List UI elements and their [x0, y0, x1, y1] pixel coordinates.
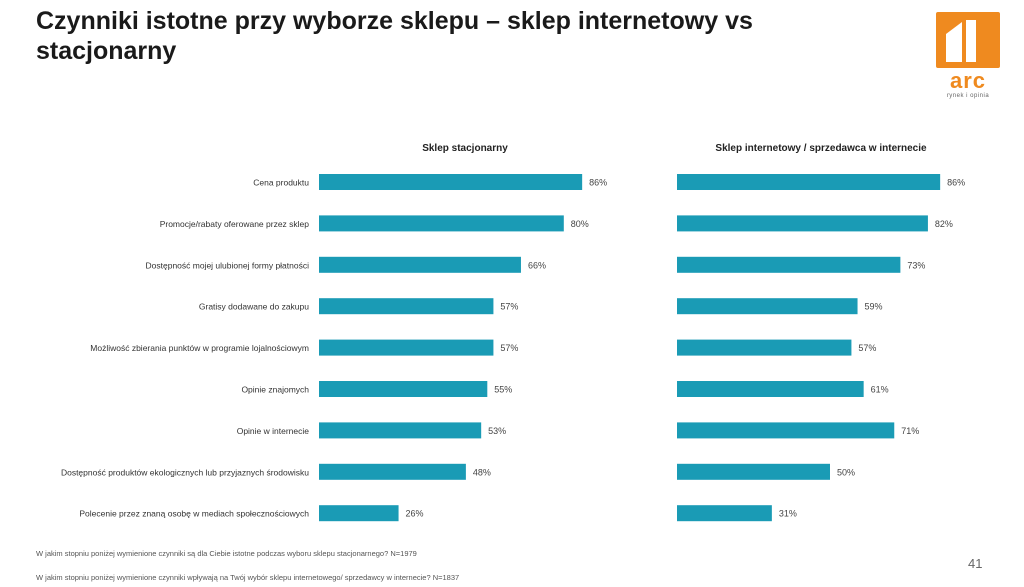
- bar: [677, 339, 852, 356]
- data-label: 53%: [488, 426, 506, 436]
- bar: [677, 174, 941, 190]
- bar: [319, 505, 399, 522]
- data-label: 86%: [589, 178, 607, 188]
- category-label: Dostępność produktów ekologicznych lub p…: [61, 467, 309, 477]
- bar: [319, 422, 482, 439]
- category-label: Polecenie przez znaną osobę w mediach sp…: [79, 509, 309, 519]
- data-label: 80%: [571, 219, 589, 229]
- page-title: Czynniki istotne przy wyborze sklepu – s…: [36, 7, 753, 65]
- data-label: 26%: [406, 509, 424, 519]
- footnote-stationary: W jakim stopniu poniżej wymienione czynn…: [36, 549, 417, 558]
- bar: [677, 463, 830, 480]
- bar: [319, 298, 494, 315]
- page-number: 41: [968, 556, 983, 571]
- bar: [677, 381, 864, 397]
- bar: [677, 256, 901, 273]
- data-label: 31%: [779, 509, 797, 519]
- bar: [319, 339, 494, 356]
- bar: [319, 215, 564, 232]
- data-label: 57%: [858, 343, 876, 353]
- bar: [677, 422, 895, 439]
- bar: [319, 174, 583, 190]
- logo-tagline: rynek i opinia: [946, 93, 990, 99]
- data-label: 61%: [871, 385, 889, 395]
- data-label: 82%: [935, 219, 953, 229]
- data-label: 73%: [907, 260, 925, 270]
- bar: [319, 463, 466, 480]
- category-label: Promocje/rabaty oferowane przez sklep: [160, 219, 310, 229]
- bar: [677, 215, 928, 232]
- bar: [319, 381, 488, 397]
- category-label: Cena produktu: [253, 178, 309, 188]
- data-label: 71%: [901, 426, 919, 436]
- arc-logo: arc rynek i opinia: [936, 12, 1000, 102]
- category-label: Opinie znajomych: [241, 385, 309, 395]
- data-label: 57%: [500, 343, 518, 353]
- data-label: 59%: [865, 302, 883, 312]
- data-label: 66%: [528, 260, 546, 270]
- bar: [677, 298, 858, 315]
- lighthouse-icon: [946, 20, 976, 62]
- right-panel-title: Sklep internetowy / sprzedawca w interne…: [715, 143, 927, 154]
- left-panel-title: Sklep stacjonarny: [422, 143, 508, 154]
- data-label: 55%: [494, 385, 512, 395]
- footnote-online: W jakim stopniu poniżej wymienione czynn…: [36, 573, 460, 582]
- bar-chart: Cena produktu 86% 86% Promocje/rabaty ofero…: [61, 174, 965, 522]
- category-label: Gratisy dodawane do zakupu: [199, 302, 309, 312]
- logo-word: arc: [949, 68, 987, 93]
- data-label: 57%: [500, 302, 518, 312]
- data-label: 50%: [837, 467, 855, 477]
- category-label: Opinie w internecie: [237, 426, 310, 436]
- category-label: Dostępność mojej ulubionej formy płatnoś…: [146, 260, 310, 270]
- category-label: Możliwość zbierania punktów w programie …: [90, 343, 309, 353]
- data-label: 86%: [947, 178, 965, 188]
- logo-mark: [936, 12, 1000, 68]
- bar: [319, 256, 521, 273]
- data-label: 48%: [473, 467, 491, 477]
- bar: [677, 505, 772, 522]
